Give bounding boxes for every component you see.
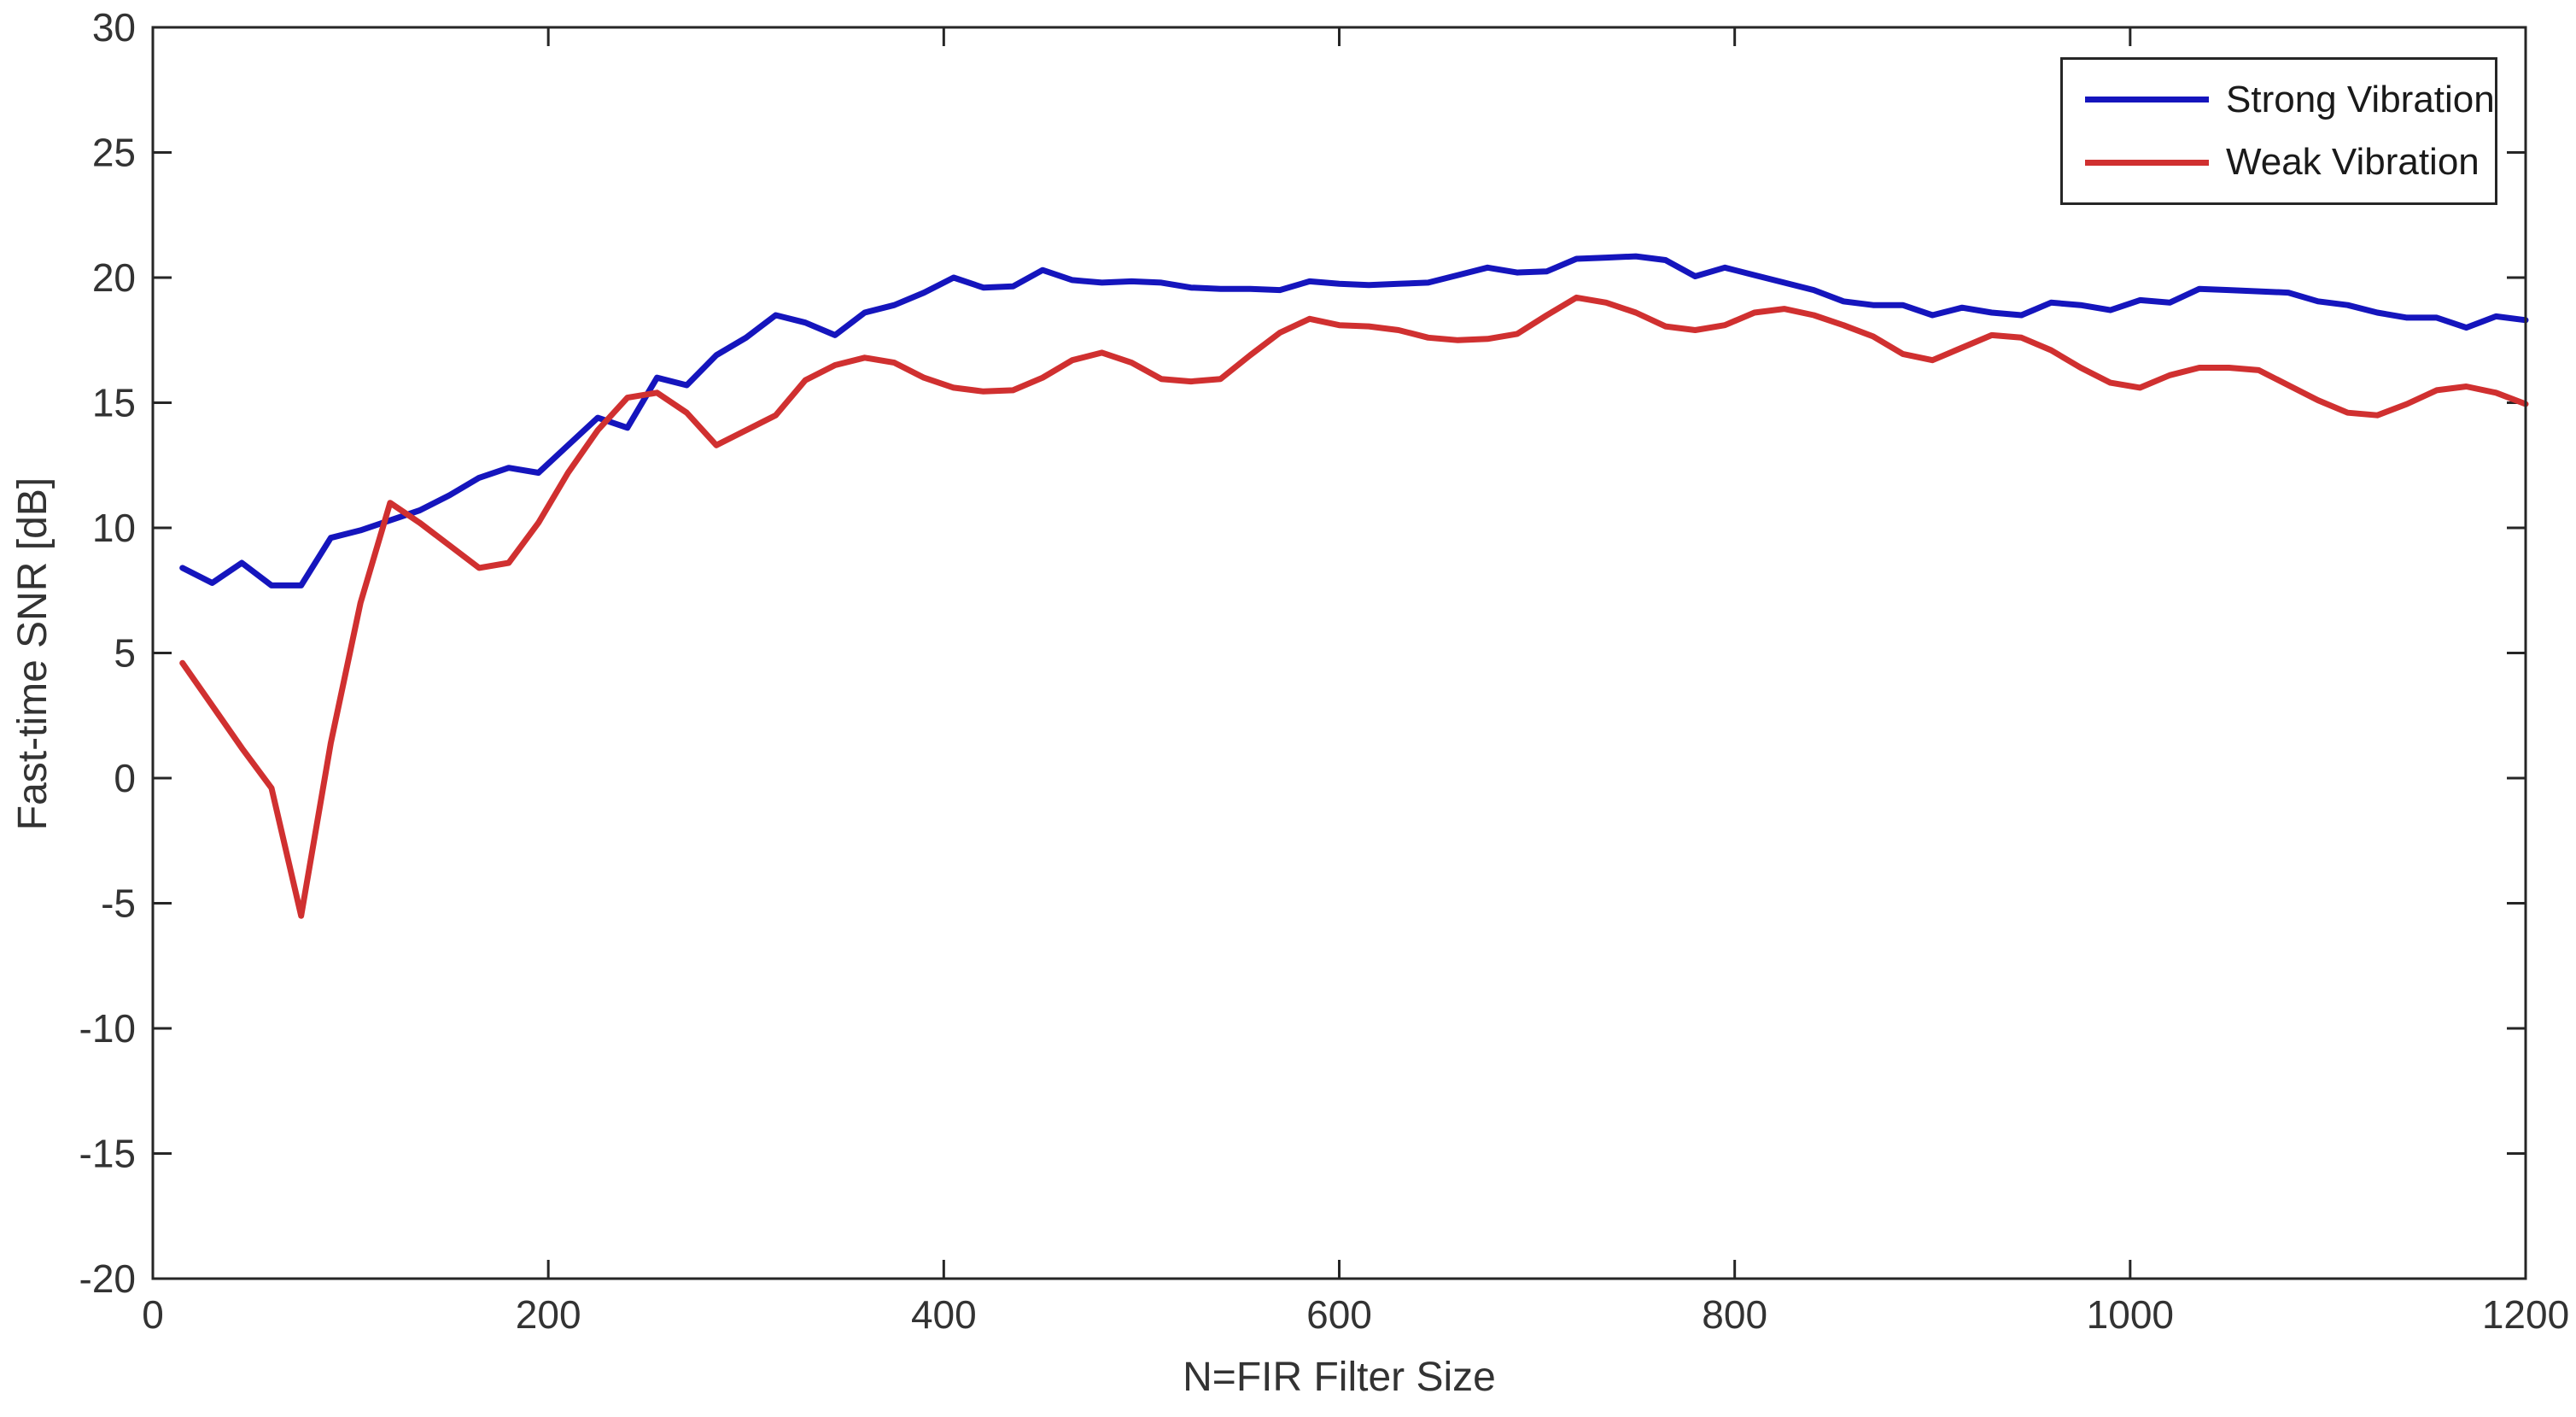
y-tick-label: -20 bbox=[79, 1256, 136, 1301]
series-line-weak-vibration bbox=[179, 294, 2529, 919]
x-tick-label: 400 bbox=[911, 1292, 977, 1337]
legend: Strong Vibration Weak Vibration bbox=[2060, 57, 2497, 205]
legend-item-strong-vibration: Strong Vibration bbox=[2085, 79, 2495, 121]
legend-label-weak-vibration: Weak Vibration bbox=[2226, 141, 2480, 184]
legend-item-weak-vibration: Weak Vibration bbox=[2085, 141, 2495, 184]
y-tick-label: 0 bbox=[114, 756, 136, 800]
y-tick-label: 5 bbox=[114, 631, 136, 676]
x-tick-label: 200 bbox=[516, 1292, 581, 1337]
y-tick-label: 10 bbox=[92, 506, 136, 550]
y-tick-label: -15 bbox=[79, 1132, 136, 1176]
axes-box bbox=[151, 26, 2527, 1280]
y-tick-label: 30 bbox=[92, 5, 136, 50]
x-tick-label: 1000 bbox=[2087, 1292, 2174, 1337]
x-tick-label: 800 bbox=[1702, 1292, 1767, 1337]
x-tick-label: 1200 bbox=[2482, 1292, 2569, 1337]
x-tick-label: 0 bbox=[142, 1292, 164, 1337]
y-tick-label: -10 bbox=[79, 1006, 136, 1051]
legend-label-strong-vibration: Strong Vibration bbox=[2226, 78, 2495, 120]
y-axis-label: Fast-time SNR [dB] bbox=[10, 477, 55, 831]
legend-line-weak-vibration bbox=[2085, 159, 2209, 166]
y-tick-label: 15 bbox=[92, 381, 136, 425]
y-tick-label: -5 bbox=[101, 881, 136, 926]
y-tick-label: 25 bbox=[92, 131, 136, 175]
y-tick-label: 20 bbox=[92, 255, 136, 300]
x-tick-label: 600 bbox=[1306, 1292, 1372, 1337]
legend-line-strong-vibration bbox=[2085, 97, 2209, 103]
series-line-strong-vibration bbox=[179, 253, 2529, 588]
x-axis-label: N=FIR Filter Size bbox=[1183, 1355, 1496, 1400]
